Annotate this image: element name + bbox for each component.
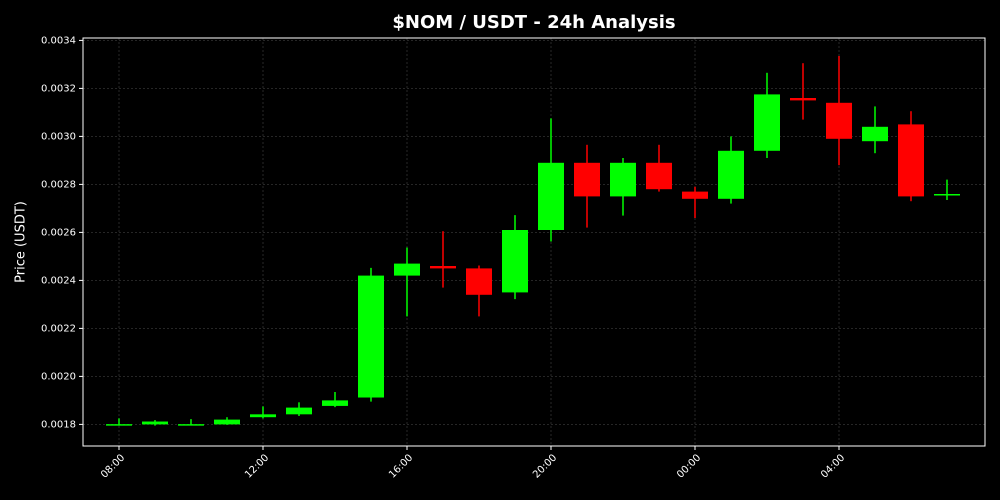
candle-body: [394, 263, 420, 276]
y-tick-label: 0.0028: [41, 179, 76, 190]
y-tick-label: 0.0032: [41, 83, 76, 94]
candle-body: [538, 162, 564, 230]
x-tick-label: 12:00: [243, 452, 271, 480]
y-tick-label: 0.0034: [41, 35, 76, 46]
y-tick-label: 0.0024: [41, 275, 76, 286]
x-tick-label: 16:00: [387, 452, 415, 480]
x-tick-label: 08:00: [99, 452, 127, 480]
chart-title: $NOM / USDT - 24h Analysis: [392, 12, 675, 33]
x-tick-label: 00:00: [675, 452, 703, 480]
candle-body: [610, 162, 636, 197]
candle-body: [502, 230, 528, 293]
candle-body: [358, 275, 384, 398]
y-tick-label: 0.0018: [41, 419, 76, 430]
candle-body: [862, 126, 888, 142]
candle-body: [322, 400, 348, 406]
candle-body: [754, 94, 780, 151]
candle-body: [826, 102, 852, 139]
candle-body: [682, 191, 708, 199]
y-axis-label: Price (USDT): [14, 201, 29, 283]
candle-body: [934, 194, 960, 196]
y-tick-label: 0.0022: [41, 323, 76, 334]
candle-body: [898, 124, 924, 197]
candle-body: [574, 162, 600, 197]
candle-body: [142, 421, 168, 425]
candle-body: [466, 268, 492, 295]
candle-body: [430, 266, 456, 269]
candle-body: [718, 150, 744, 199]
y-tick-label: 0.0030: [41, 131, 76, 142]
candle-body: [250, 414, 276, 418]
candle-body: [646, 162, 672, 190]
plot-frame: [82, 37, 986, 447]
x-tick-label: 20:00: [531, 452, 559, 480]
candle-body: [106, 424, 132, 426]
y-tick-label: 0.0020: [41, 371, 76, 382]
y-tick-label: 0.0026: [41, 227, 76, 238]
x-tick-label: 04:00: [819, 452, 847, 480]
candle-body: [178, 424, 204, 426]
candle-body: [790, 98, 816, 101]
candle-body: [214, 419, 240, 425]
candle-body: [286, 407, 312, 415]
